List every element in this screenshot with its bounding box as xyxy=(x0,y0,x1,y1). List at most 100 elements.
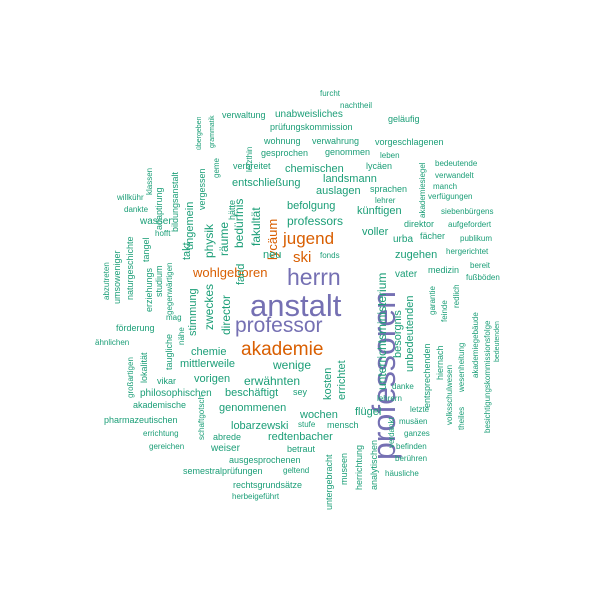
word: grammatik xyxy=(209,115,216,148)
word: dankte xyxy=(124,205,149,214)
word: rechtsgrundsätze xyxy=(233,480,303,490)
word: mensch xyxy=(327,420,359,430)
word: herrn xyxy=(287,264,341,290)
word: analytischen xyxy=(369,439,379,490)
word: vergessen xyxy=(197,168,207,210)
word: wochen xyxy=(300,409,338,421)
word: willkühr xyxy=(117,193,144,202)
word: takt xyxy=(181,242,193,260)
word: befolgung xyxy=(287,200,336,212)
word: häusliche xyxy=(385,469,419,478)
word: fußböden xyxy=(466,273,500,282)
word: abrede xyxy=(213,432,242,442)
word: beschäftigt xyxy=(225,387,279,399)
word: hiernach xyxy=(435,345,445,380)
word: wohnung xyxy=(264,136,301,146)
word: besorgnis xyxy=(392,310,404,358)
word: gereichen xyxy=(149,442,185,451)
word: geläufig xyxy=(388,114,420,124)
word: lobarzewski xyxy=(231,420,289,432)
word: verfügungen xyxy=(428,192,473,201)
word: fonds xyxy=(320,251,340,260)
word: neu xyxy=(263,249,282,261)
word: förderung xyxy=(116,323,155,333)
word: zugehen xyxy=(395,249,438,261)
word: wohlgeboren xyxy=(193,265,268,280)
word: physik xyxy=(202,223,216,258)
word: medizin xyxy=(428,265,460,275)
word: urba xyxy=(393,234,414,245)
word: räume xyxy=(217,221,231,256)
word: tangel xyxy=(141,237,151,262)
word: leben xyxy=(380,151,400,160)
word: genommenen xyxy=(219,402,287,414)
word: publikum xyxy=(460,234,493,243)
word: prüfungskommission xyxy=(270,122,353,132)
word: hofft xyxy=(155,229,171,238)
word: danke xyxy=(392,382,414,391)
word: übergeben xyxy=(196,116,203,150)
word: errichtet xyxy=(336,360,348,400)
word: vater xyxy=(395,269,418,280)
word: abzutreten xyxy=(102,262,111,300)
word: fand xyxy=(235,263,247,285)
word: musäen xyxy=(399,417,428,426)
word: akademiegebäude xyxy=(471,312,480,378)
word: großartigen xyxy=(126,357,135,398)
word: verwahrung xyxy=(312,136,360,146)
word: stimmung xyxy=(187,288,199,336)
word: schaftgotsch xyxy=(197,395,206,440)
word: fächer xyxy=(420,231,446,241)
word: anstalt xyxy=(250,288,342,323)
word: kosten xyxy=(322,367,334,400)
word: untergebracht xyxy=(324,454,334,510)
word: künftigen xyxy=(357,205,402,217)
word: hergerichtet xyxy=(446,247,489,256)
word: errichtung xyxy=(143,429,179,438)
word: auslagen xyxy=(316,185,361,197)
word: taugliche xyxy=(164,333,174,370)
word: chemie xyxy=(191,346,227,358)
word: wasser xyxy=(140,216,172,227)
word: vikar xyxy=(157,376,177,386)
word: verbreitet xyxy=(233,161,271,171)
word: stufe xyxy=(298,420,316,429)
word: theiles xyxy=(457,406,466,430)
word: studium xyxy=(154,265,164,297)
word: philosophischen xyxy=(140,388,212,399)
word: verdankt xyxy=(387,417,396,448)
word: lycäen xyxy=(366,161,393,171)
word: herbeigeführt xyxy=(232,492,280,501)
word: verwandelt xyxy=(435,171,474,180)
word: bedeutenden xyxy=(494,321,501,362)
word: lehrern xyxy=(377,394,402,403)
word: naturgeschichte xyxy=(125,236,135,300)
word: semestralprüfungen xyxy=(183,466,263,476)
word: redlich xyxy=(452,284,461,308)
word: ähnlichen xyxy=(95,338,130,347)
word: jugend xyxy=(283,229,335,248)
word: nähe xyxy=(177,327,186,345)
word: garantie xyxy=(428,286,437,315)
word: entsprechenden xyxy=(422,343,432,408)
word: adaptirung xyxy=(154,187,164,230)
word: verwaltung xyxy=(222,110,266,120)
word: redtenbacher xyxy=(268,431,333,443)
word: klassen xyxy=(145,167,154,195)
word: fakultät xyxy=(249,207,263,246)
word: vorgeschlagenen xyxy=(375,137,444,147)
word: sprachen xyxy=(370,184,408,194)
word: pharmazeutischen xyxy=(104,415,178,425)
word: feinde xyxy=(440,300,449,322)
word: mag xyxy=(166,313,182,322)
word: bedeutende xyxy=(435,159,478,168)
word: unabweisliches xyxy=(275,109,343,120)
word: akademie xyxy=(241,339,324,360)
word: bereit xyxy=(470,261,491,270)
word: aufgefordert xyxy=(448,220,492,229)
word: ski xyxy=(293,249,312,266)
word: professors xyxy=(287,214,344,228)
word: hätte xyxy=(227,199,237,220)
word: akademische xyxy=(133,400,187,410)
